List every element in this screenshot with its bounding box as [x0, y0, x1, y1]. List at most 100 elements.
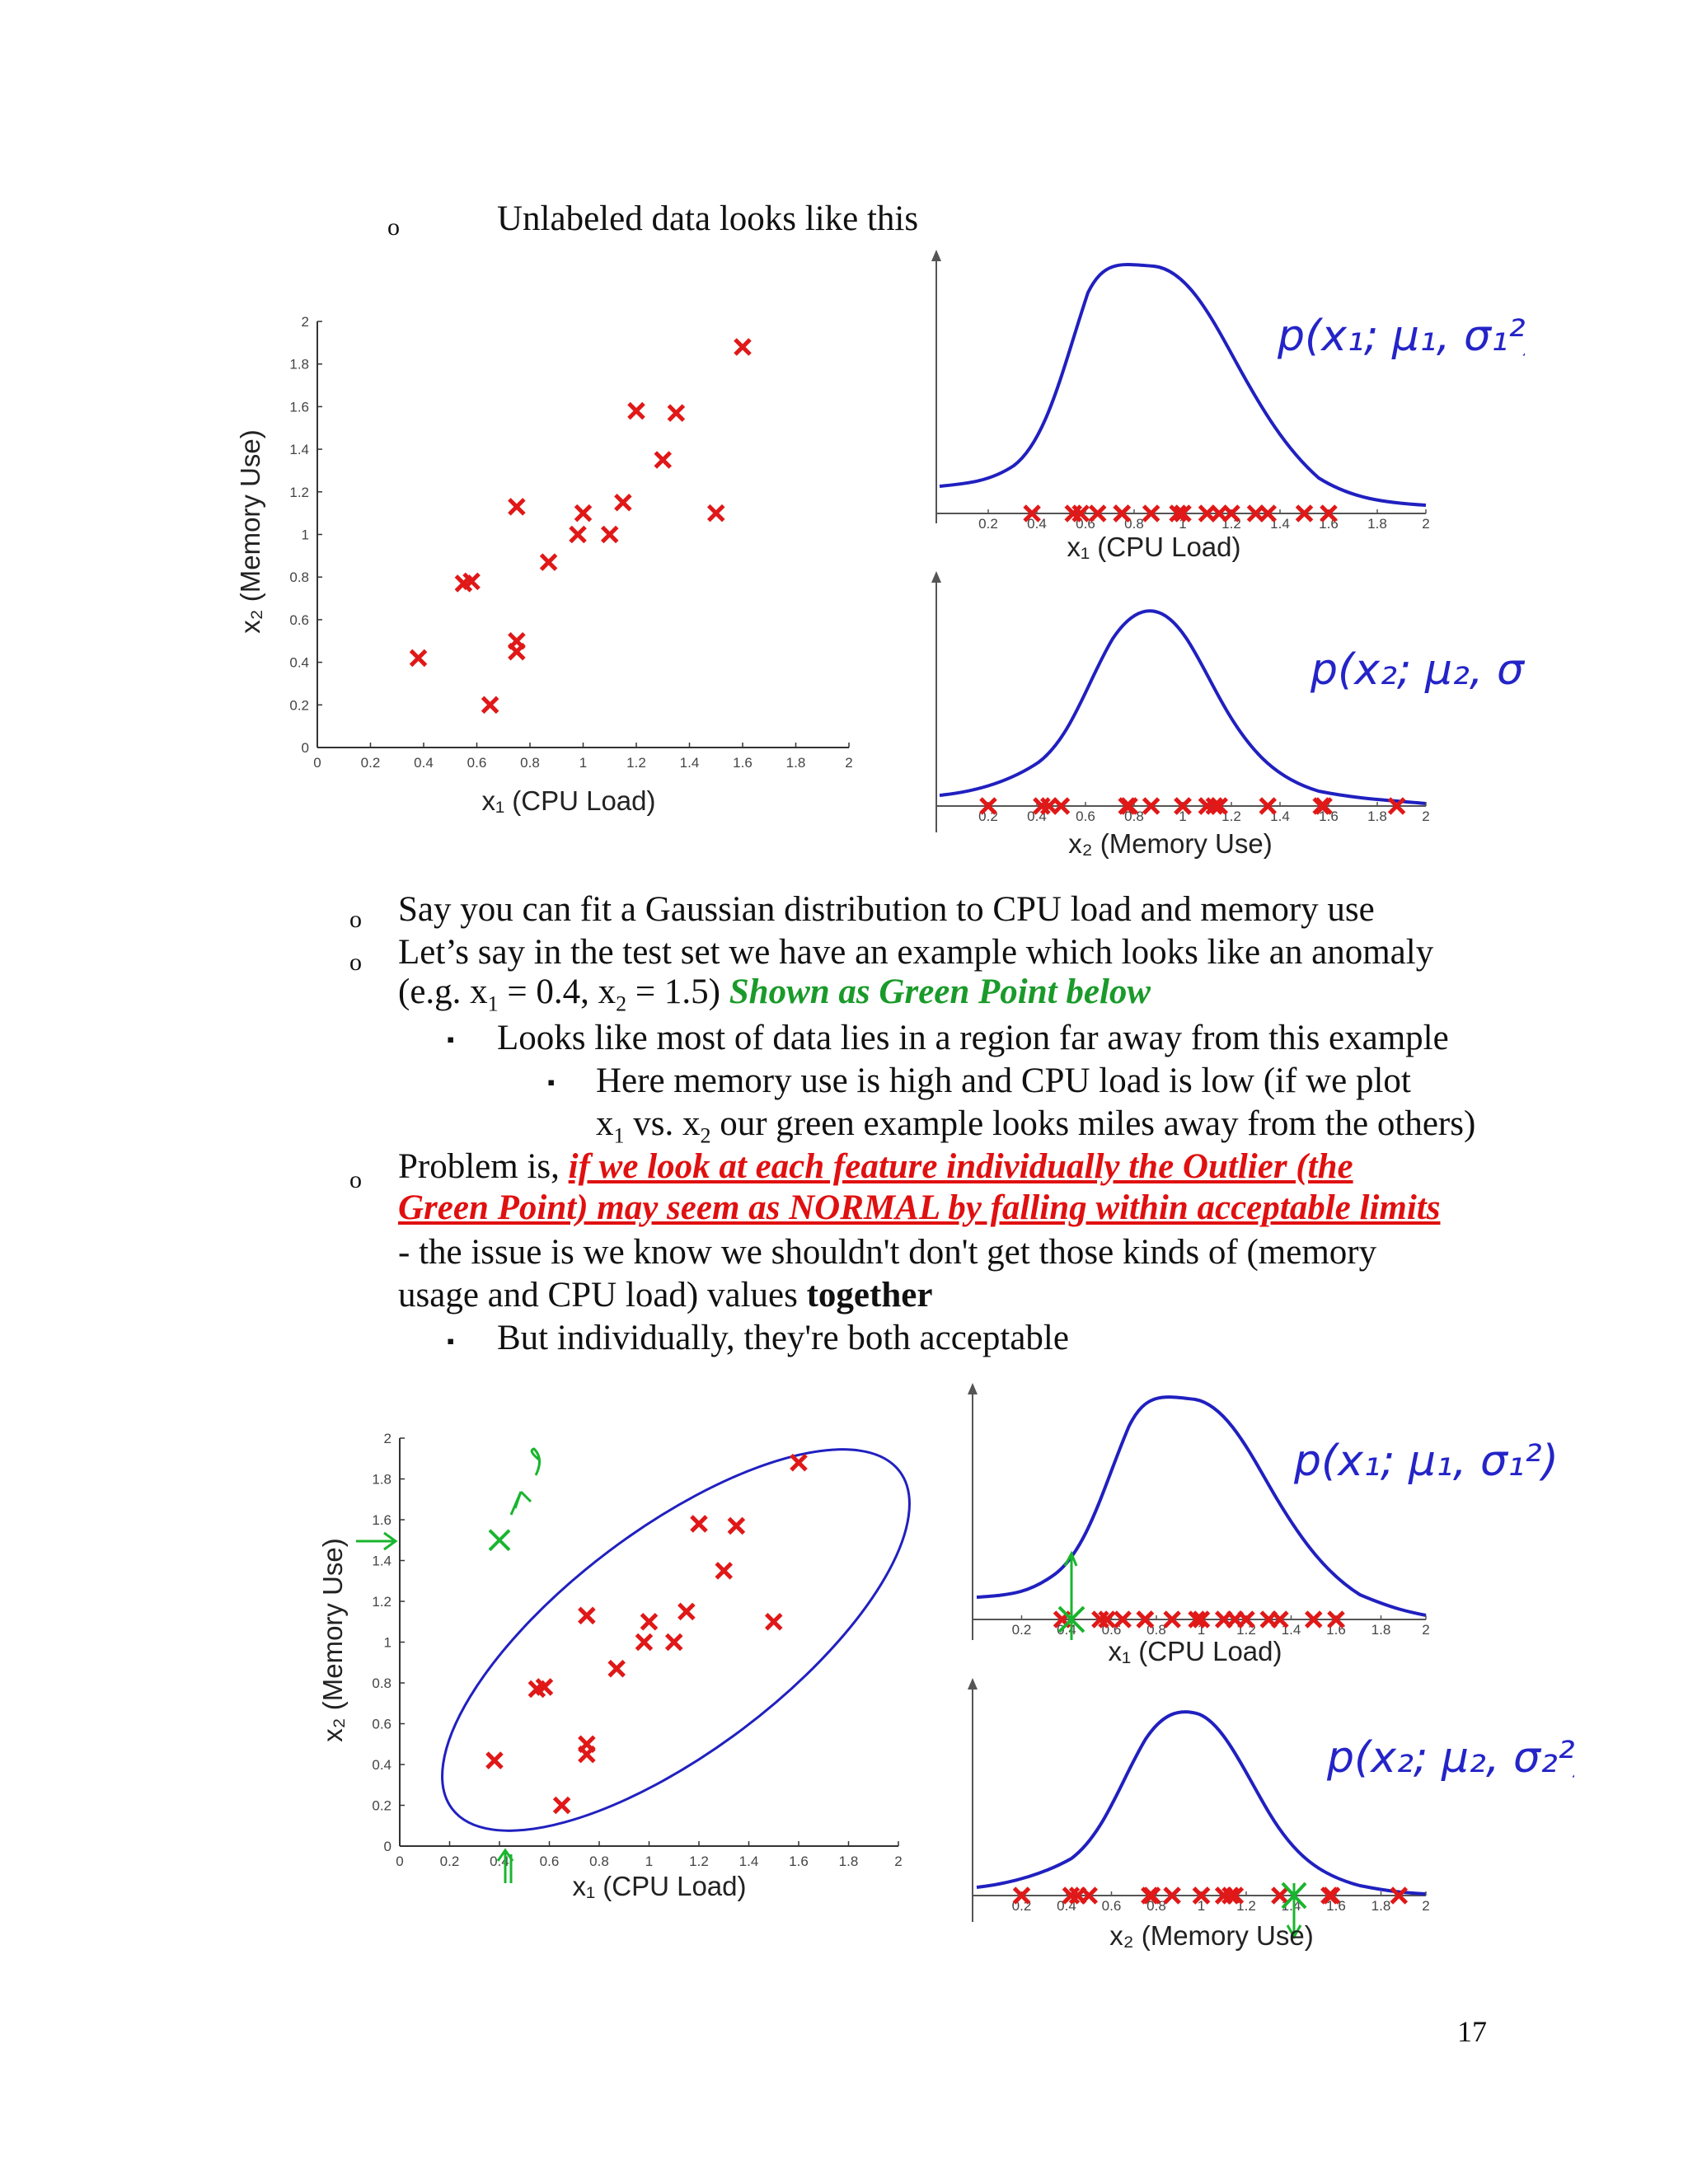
square-marker: ▪ — [547, 1071, 556, 1094]
projected-point — [1327, 1610, 1345, 1629]
x-tick-label: 0 — [396, 1854, 403, 1869]
x-tick-label: 1.6 — [733, 755, 753, 771]
sub-sub-bullet-line2: x1 vs. x2 our green example looks miles … — [596, 1104, 1476, 1148]
x-tick-label: 0.8 — [520, 755, 540, 771]
projected-point — [1320, 504, 1338, 523]
projected-point — [1098, 1610, 1116, 1629]
projected-point — [1221, 1886, 1240, 1905]
x-tick-label: 1.2 — [626, 755, 646, 771]
x-tick-label: 1 — [579, 755, 587, 771]
strip-tick-label: 2 — [1422, 1898, 1429, 1914]
gaussian-x1-plot: 0.2 0.4 0.6 0.8 1 1.2 1.4 1.6 1.8 2 x₁ (CPU Load)… — [931, 250, 1525, 562]
y-tick-label: 0.4 — [289, 655, 309, 671]
y-tick-label: 2 — [302, 314, 309, 330]
annotation-px1-2: p(x₁; μ₁, σ₁²) — [1293, 1436, 1559, 1486]
data-point — [578, 1735, 596, 1754]
strip-tick-label: 1 — [1198, 1898, 1205, 1914]
y-tick-label: 1.2 — [289, 485, 309, 500]
data-point — [790, 1453, 808, 1472]
projected-point — [1259, 504, 1278, 523]
projected-point — [1174, 504, 1192, 523]
strip-tick-label: 2 — [1422, 516, 1429, 532]
data-point — [539, 553, 558, 571]
green-annotation-squiggle — [509, 1447, 541, 1516]
projected-point — [1080, 1886, 1099, 1905]
y-tick-label: 1.8 — [289, 357, 309, 373]
data-point — [627, 401, 645, 420]
strip-tick-label: 2 — [1422, 1622, 1429, 1638]
data-point — [635, 1633, 654, 1652]
x-tick-label: 2 — [845, 755, 852, 771]
data-point — [667, 404, 686, 422]
projected-point — [1142, 797, 1160, 815]
data-point — [764, 1612, 783, 1631]
gaussian-x2-x-label-2: x₂ (Memory Use) — [1109, 1920, 1313, 1951]
y-tick-label: 2 — [384, 1431, 392, 1446]
x-tick-label: 0.4 — [414, 755, 434, 771]
green-marker-x2 — [1286, 1883, 1302, 1940]
green-point-note: Shown as Green Point below — [729, 972, 1151, 1011]
strip-tick-label: 1.6 — [1326, 1898, 1346, 1914]
y-tick-label: 0.6 — [372, 1717, 392, 1732]
y-tick-label: 1.4 — [289, 442, 309, 457]
y-tick-label: 1 — [302, 527, 309, 543]
strip-tick-label: 0.6 — [1102, 1898, 1122, 1914]
strip-tick-label: 1.8 — [1372, 1622, 1391, 1638]
sub-bullet-individually: But individually, they're both acceptabl… — [497, 1319, 1069, 1357]
y-tick-label: 0.8 — [289, 569, 309, 585]
gaussian-x1-curve — [939, 263, 1427, 507]
data-point — [600, 525, 619, 544]
projected-point — [1295, 504, 1314, 523]
data-point — [640, 1612, 659, 1631]
scatter-bottom-x-label: x₁ (CPU Load) — [572, 1871, 746, 1901]
strip-tick-label: 0.6 — [1076, 808, 1095, 824]
projected-point — [1214, 1886, 1233, 1905]
projected-point — [1012, 1886, 1031, 1905]
bullet-problem-line2: Green Point) may seem as NORMAL by falli… — [398, 1188, 1441, 1227]
projected-point — [1163, 1886, 1181, 1905]
figure-top: 0 0.2 0.4 0.6 0.8 1 1.2 1.4 1.6 1.8 2 0 0.2 0.4 0.6 0.8… — [235, 250, 1525, 859]
x-tick-label: 0.8 — [589, 1854, 609, 1869]
data-point — [706, 504, 725, 523]
data-point — [569, 525, 587, 544]
gaussian-x2-curve — [939, 609, 1427, 805]
anomaly-point — [488, 1529, 511, 1552]
annotation-px2: p(x₂; μ₂, σ₂²) — [1310, 645, 1525, 695]
bullet-gaussian: Say you can fit a Gaussian distribution … — [398, 890, 1375, 929]
strip-tick-label: 1.6 — [1319, 808, 1339, 824]
x-tick-label: 1.4 — [680, 755, 700, 771]
gaussian-x1-x-label-2: x₁ (CPU Load) — [1108, 1636, 1282, 1666]
bullet-test-set-line2: (e.g. x1 = 0.4, x2 = 1.5) Shown as Green… — [398, 972, 1151, 1016]
projected-point — [1120, 797, 1138, 815]
y-tick-label: 0 — [384, 1839, 392, 1854]
y-tick-label: 1.4 — [372, 1554, 392, 1569]
data-point — [552, 1796, 571, 1815]
strip-tick-label: 2 — [1422, 808, 1429, 824]
data-point — [690, 1515, 708, 1533]
x-tick-label: 0.2 — [361, 755, 381, 771]
projected-point — [1062, 1886, 1081, 1905]
strip-tick-label: 0.8 — [1146, 1898, 1166, 1914]
projected-point — [1192, 1886, 1211, 1905]
x-tick-label: 0.6 — [540, 1854, 560, 1869]
projected-point — [1163, 1610, 1181, 1629]
gaussian-x2-curve-2 — [976, 1710, 1427, 1896]
scatter-bottom-y-label: x₂ (Memory Use) — [317, 1538, 348, 1741]
x-tick-label: 0.6 — [467, 755, 487, 771]
y-tick-label: 0.6 — [289, 612, 309, 628]
data-point — [715, 1562, 734, 1580]
x-tick-label: 1.2 — [689, 1854, 709, 1869]
bullet-marker: o — [349, 949, 362, 976]
projected-point — [979, 797, 997, 815]
data-point — [574, 504, 593, 523]
y-tick-label: 1.2 — [372, 1594, 392, 1610]
data-point — [535, 1678, 554, 1696]
x-tick-label: 0.2 — [440, 1854, 460, 1869]
gaussian-x1-plot-2: 0.2 0.4 0.6 0.8 1 1.2 1.4 1.6 1.8 2 x₁ (CPU Load)… — [968, 1383, 1559, 1666]
data-point — [678, 1602, 696, 1621]
gaussian-x2-plot: 0.2 0.4 0.6 0.8 1 1.2 1.4 1.6 1.8 2 x₂ (Memory Us… — [931, 571, 1525, 859]
strip-tick-label: 0.2 — [978, 516, 998, 532]
x-tick-label: 0 — [313, 755, 321, 771]
bullet-marker: o — [387, 213, 400, 241]
x-tick-label: 1.4 — [739, 1854, 759, 1869]
